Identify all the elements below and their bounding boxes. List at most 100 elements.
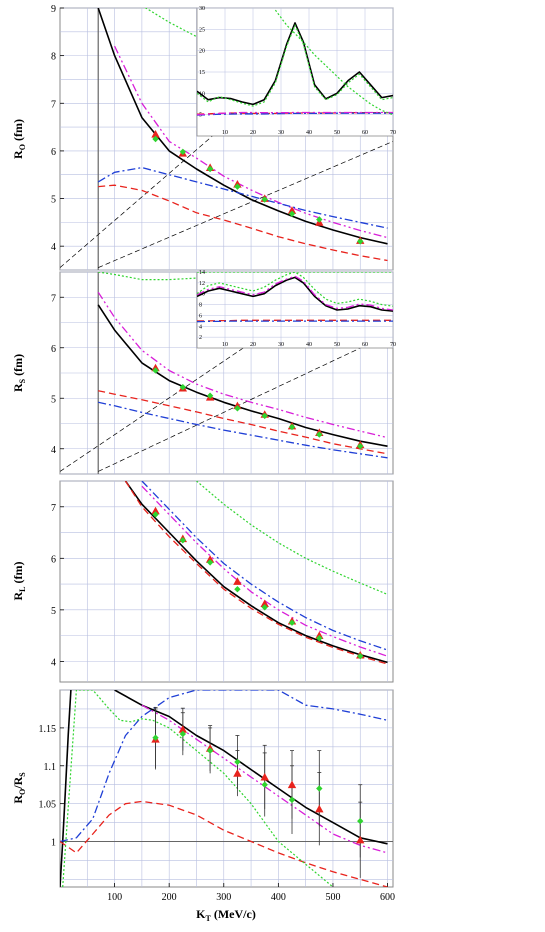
series-black-solid (114, 690, 388, 845)
inset-frame (196, 271, 394, 349)
inset-y-tick-label: 4 (199, 324, 202, 330)
y-tick-label: 7 (51, 99, 56, 110)
data-point-green (206, 559, 214, 566)
series-blue-dashdot (97, 166, 388, 229)
panel-ro-over-rs: 1 1.05 1.1 1.15 100 200 300 400 500 600 (39, 689, 395, 903)
series-magenta-dashdot (114, 45, 388, 239)
y-tick-label: 7 (51, 503, 56, 514)
inset-x-tick-label: 60 (362, 342, 368, 348)
data-point-green (316, 431, 323, 438)
data-point-green (234, 586, 241, 593)
x-axis-label: KT (MeV/c) (196, 907, 256, 923)
inset-series-blue-dashdot (197, 320, 393, 323)
y-tick-label: 6 (51, 147, 56, 158)
data-point-red (315, 804, 324, 813)
series-green-dotted (62, 690, 334, 887)
y-tick-label: 1 (51, 838, 56, 849)
inset-series-green-dotted (197, 24, 393, 107)
y-tick-label: 9 (51, 4, 56, 15)
inset-x-tick-label: 70 (390, 342, 396, 348)
data-point-green (179, 148, 187, 156)
x-tick-label: 400 (271, 892, 286, 903)
y-tick-label: 1.15 (39, 724, 57, 735)
data-point-green (357, 817, 364, 825)
inset-x-tick-label: 30 (278, 342, 284, 348)
data-point-green (288, 796, 296, 804)
data-point-red (178, 725, 188, 733)
data-point-green (261, 781, 268, 788)
y-tick-label: 8 (51, 52, 56, 63)
series-red-dashed (98, 390, 388, 455)
data-point-green (234, 405, 241, 412)
data-point-green (288, 210, 296, 217)
series-black-solid (124, 481, 388, 664)
data-point-green (316, 634, 323, 642)
series-magenta-dashdot (97, 291, 388, 439)
inset-series-blue-dashdot (197, 112, 393, 116)
y-tick-label: 4 (51, 242, 56, 253)
inset-x-tick-label: 10 (222, 130, 228, 136)
data-point-red (287, 780, 297, 789)
panel-rl: 4 5 6 7 (51, 480, 394, 683)
y-tick-label: 1.1 (44, 762, 57, 773)
inset-y-tick-label: 2 (199, 335, 202, 341)
data-point-red (260, 772, 269, 781)
data-point-red (233, 577, 242, 585)
inset-x-tick-label: 50 (334, 342, 340, 348)
y-tick-label: 6 (51, 344, 56, 355)
inset-x-tick-label: 50 (334, 130, 340, 136)
y-tick-label: 5 (51, 394, 56, 405)
x-tick-label: 300 (216, 892, 231, 903)
series-blue-dashdot (98, 401, 388, 459)
data-point-red (260, 599, 269, 608)
data-point-green (179, 537, 187, 544)
inset-series-black-solid (197, 276, 393, 312)
series-red-dashed (98, 184, 388, 262)
guide-line (98, 332, 393, 472)
y-axis-label-ratio: RO/RS (11, 772, 27, 804)
data-point-green (234, 183, 241, 190)
series-red-dashed (124, 481, 388, 665)
data-point-red (151, 506, 160, 515)
inset-y-tick-label: 20 (199, 49, 205, 55)
data-point-green (152, 135, 159, 143)
y-tick-label: 1.05 (39, 800, 57, 811)
data-point-red (356, 835, 365, 844)
grid (60, 689, 393, 887)
y-tick-label: 5 (51, 195, 56, 206)
x-tick-label: 600 (380, 892, 395, 903)
data-point-red (151, 130, 160, 138)
data-point-red (233, 769, 242, 777)
plot-frame (59, 689, 394, 888)
series-red-dashed (60, 800, 388, 887)
inset-y-tick-label: 5 (199, 113, 202, 119)
y-tick-label: 4 (51, 445, 56, 456)
data-point-green (261, 604, 268, 611)
data-point-red (205, 555, 215, 563)
inset-series-green-dotted (197, 272, 393, 307)
plot-frame (59, 480, 394, 683)
inset-y-tick-label: 25 (199, 27, 205, 33)
inset-series-black-solid (197, 22, 393, 106)
x-tick-label: 100 (107, 892, 122, 903)
data-point-green (152, 734, 159, 741)
data-point-green (152, 367, 159, 374)
data-point-green (261, 412, 268, 420)
inset-x-tick-label: 70 (390, 130, 396, 136)
data-point-green (316, 785, 323, 792)
data-point-green (357, 653, 364, 660)
inset-x-tick-label: 40 (306, 130, 312, 136)
data-point-green (357, 443, 364, 450)
inset-x-tick-label: 10 (222, 342, 228, 348)
series-green-dotted (196, 481, 388, 595)
y-axis-label-rs: RS (fm) (11, 354, 27, 392)
inset-y-tick-label: 15 (199, 70, 205, 76)
data-point-green (261, 196, 268, 203)
data-point-green (179, 383, 187, 391)
inset-y-tick-label: 14 (199, 270, 205, 276)
